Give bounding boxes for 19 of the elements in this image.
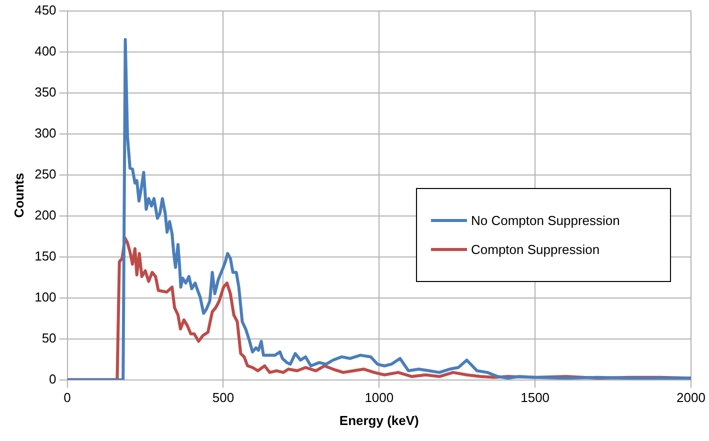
x-tick-label: 0	[64, 390, 71, 406]
legend-label: Compton Suppression	[471, 242, 600, 258]
x-axis-title: Energy (keV)	[339, 412, 419, 428]
y-tick-label: 350	[34, 84, 56, 100]
legend-label: No Compton Suppression	[471, 213, 620, 228]
y-tick-label: 0	[49, 371, 56, 386]
y-axis-title: Counts	[11, 172, 26, 218]
y-tick-label: 200	[34, 207, 56, 222]
y-tick-label: 250	[34, 166, 56, 182]
x-tick-label: 1000	[364, 390, 394, 406]
y-tick-label: 100	[34, 289, 56, 304]
x-tick-label: 500	[212, 390, 234, 406]
x-tick-label: 2000	[676, 390, 706, 406]
y-tick-label: 300	[34, 125, 56, 140]
y-tick-label: 400	[34, 43, 56, 58]
y-tick-label: 50	[42, 330, 56, 346]
x-tick-label: 1500	[520, 390, 550, 406]
y-tick-label: 150	[34, 248, 56, 264]
y-tick-label: 450	[34, 2, 56, 18]
